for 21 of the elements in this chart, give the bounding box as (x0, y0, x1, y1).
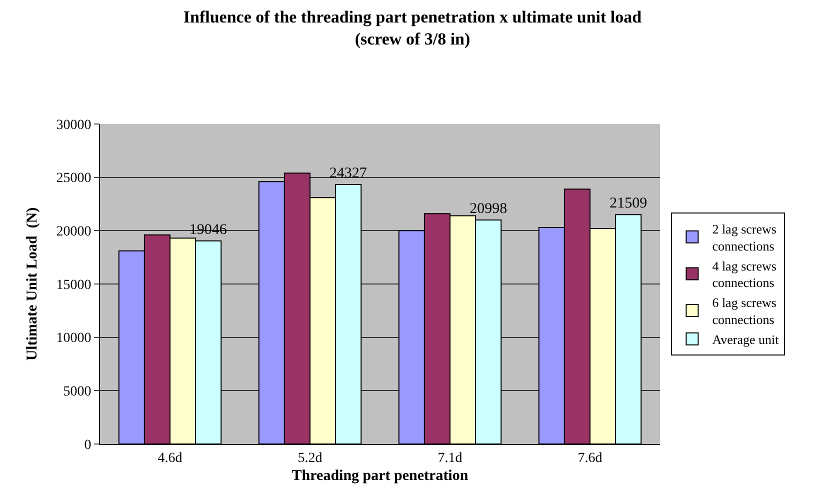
chart-subtitle: (screw of 3/8 in) (354, 30, 470, 49)
chart-title: Influence of the threading part penetration x ultimate unit load (183, 8, 642, 27)
x-tick-label: 7.6d (578, 450, 602, 466)
y-tick-label: 20000 (56, 224, 92, 240)
y-tick-label: 0 (84, 438, 92, 453)
y-tick-label: 15000 (56, 278, 92, 293)
x-tick-label: 5.2d (298, 450, 322, 466)
y-tick-label: 5000 (63, 384, 92, 400)
y-axis-title: Ultimate Unit Load (N) (24, 207, 40, 361)
y-tick-label: 30000 (56, 118, 92, 133)
x-tick-label: 7.1d (438, 450, 462, 466)
y-tick-label: 25000 (56, 171, 92, 186)
y-tick-label: 10000 (56, 331, 92, 346)
legend-label: 4 lag screws connections (712, 258, 776, 290)
data-label: 21509 (610, 196, 648, 212)
legend-label: 6 lag screws connections (712, 295, 776, 328)
legend-label: 2 lag screws connections (712, 222, 776, 254)
legend-label: Average unit (712, 332, 780, 347)
data-label: 20998 (470, 201, 508, 218)
x-tick-label: 4.6d (158, 450, 182, 466)
x-axis-title: Threading part penetration (292, 468, 469, 484)
